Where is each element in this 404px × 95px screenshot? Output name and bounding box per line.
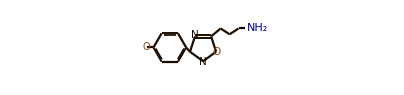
Text: O: O <box>213 47 221 57</box>
Text: O: O <box>143 42 150 53</box>
Text: N: N <box>191 30 198 40</box>
Text: NH₂: NH₂ <box>246 23 268 33</box>
Text: N: N <box>199 57 207 67</box>
